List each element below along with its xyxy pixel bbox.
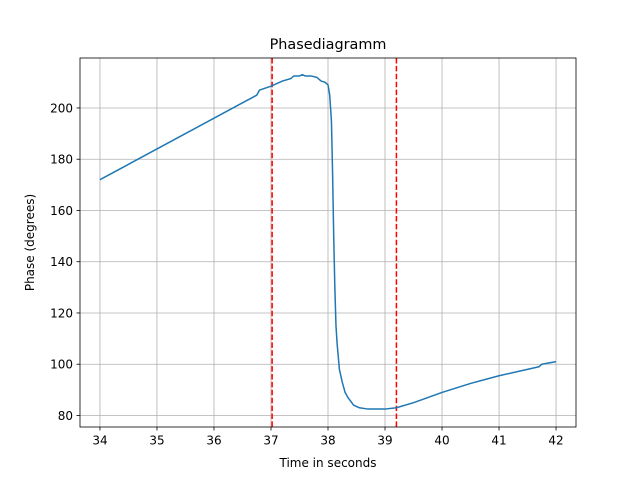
- x-tick-label: 40: [434, 434, 449, 448]
- x-tick-label: 35: [149, 434, 164, 448]
- x-tick-label: 42: [548, 434, 563, 448]
- y-tick-label: 80: [58, 409, 73, 423]
- series-layer: [99, 73, 557, 410]
- x-tick-label: 39: [377, 434, 392, 448]
- x-tick-label: 34: [92, 434, 107, 448]
- x-tick-label: 37: [263, 434, 278, 448]
- y-tick-label: 160: [50, 204, 73, 218]
- ticks: 34 35 36 37 38 39 40 41 42 80 100 120 140 160 180 200: [50, 101, 564, 447]
- grid: [80, 58, 576, 427]
- marker-lines: [271, 58, 398, 427]
- y-tick-label: 180: [50, 153, 73, 167]
- y-axis-label: Phase (degrees): [23, 194, 37, 291]
- x-tick-label: 41: [491, 434, 506, 448]
- x-tick-label: 38: [320, 434, 335, 448]
- x-tick-label: 36: [206, 434, 221, 448]
- phase-series-line: [99, 73, 557, 410]
- x-axis-label: Time in seconds: [279, 456, 377, 470]
- y-tick-label: 200: [50, 101, 73, 115]
- y-tick-label: 140: [50, 255, 73, 269]
- y-tick-label: 120: [50, 306, 73, 320]
- y-tick-label: 100: [50, 358, 73, 372]
- chart-title: Phasediagramm: [270, 37, 387, 53]
